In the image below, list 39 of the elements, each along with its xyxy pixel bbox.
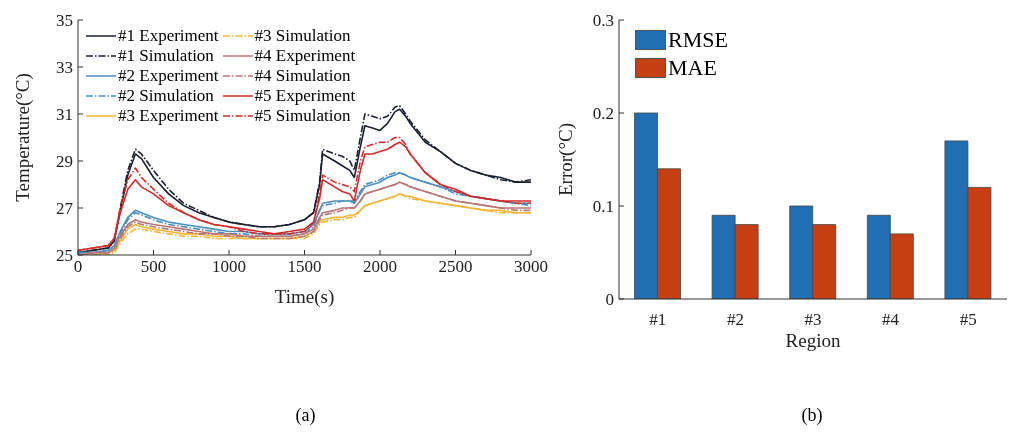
y-tick-label: 0.1 (592, 197, 614, 217)
x-tick-label: #4 (882, 310, 900, 330)
legend-label: #2 Simulation (118, 86, 214, 106)
y-tick-label: 27 (56, 199, 74, 219)
x-tick-label: #3 (804, 310, 822, 330)
y-tick-label: 29 (56, 152, 73, 172)
text: (b) (800, 405, 823, 426)
legend-label: #5 Experiment (254, 86, 356, 106)
x-tick-label: #2 (726, 310, 744, 330)
y-tick-label: 0.2 (592, 104, 614, 124)
legend-label: #4 Simulation (254, 66, 351, 86)
x-axis-title: Time(s) (274, 286, 335, 308)
y-tick-label: 25 (56, 246, 73, 266)
y-tick-label: 35 (56, 11, 73, 31)
legend-label: MAE (668, 54, 717, 82)
legend-label: #1 Experiment (118, 26, 219, 46)
y-axis-title: Error(°C) (554, 122, 577, 197)
x-axis-title: Region (785, 330, 841, 351)
y-tick-label: 0.3 (592, 11, 614, 31)
text: (a) (294, 405, 316, 426)
y-tick-label: 33 (56, 58, 73, 78)
x-tick-label: 3000 (514, 257, 548, 277)
y-axis-title: Temperature(°C) (11, 73, 34, 202)
legend-label: RMSE (668, 26, 728, 54)
x-tick-label: 1500 (287, 257, 322, 277)
legend-label: #4 Experiment (254, 46, 356, 66)
legend-label: #2 Experiment (118, 66, 219, 86)
legend-label: #5 Simulation (254, 106, 351, 126)
x-tick-label: #5 (959, 310, 977, 330)
x-tick-label: 500 (140, 257, 167, 277)
x-tick-label: 1000 (212, 257, 246, 277)
y-tick-label: 0 (605, 290, 614, 310)
legend-label: #3 Simulation (254, 26, 351, 46)
x-tick-label: 2500 (438, 257, 473, 277)
legend-label: #3 Experiment (118, 106, 219, 126)
x-tick-label: 2000 (363, 257, 397, 277)
x-tick-label: #1 (649, 310, 667, 330)
legend-label: #1 Simulation (118, 46, 214, 66)
y-tick-label: 31 (56, 105, 73, 125)
